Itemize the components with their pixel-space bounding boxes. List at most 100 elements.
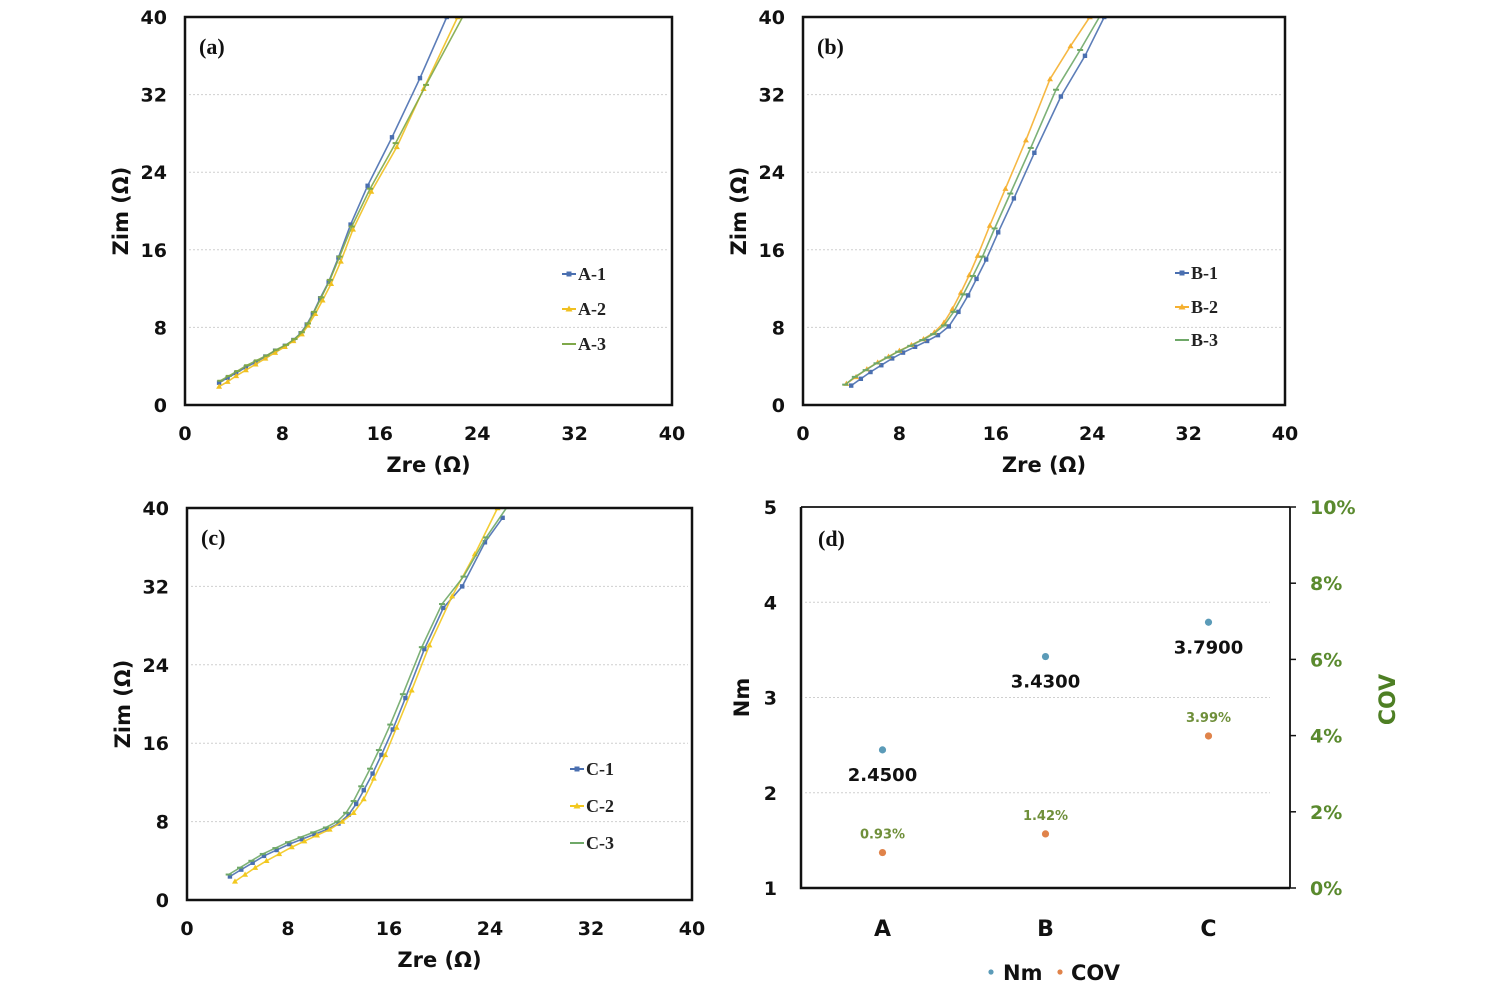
data-point	[1002, 185, 1009, 191]
data-point	[393, 724, 400, 730]
x-category-label: A	[874, 917, 891, 942]
y-tick-label: 8	[154, 317, 167, 339]
data-point	[858, 376, 864, 382]
y-right-tick-label: 8%	[1310, 573, 1342, 595]
left-bottom-axis	[799, 507, 1290, 890]
y-tick-label: 24	[141, 162, 167, 184]
data-point	[946, 324, 952, 329]
legend-label: C-3	[586, 833, 614, 853]
legend-marker-cov	[1057, 969, 1063, 975]
nm-data-label: 2.4500	[848, 765, 917, 786]
x-axis-title: Zre (Ω)	[386, 453, 470, 477]
data-point	[274, 847, 279, 853]
data-point	[263, 857, 270, 863]
series-group	[216, 17, 466, 389]
data-point	[1082, 53, 1088, 58]
cov-data-label: 0.93%	[860, 828, 905, 843]
panel-b-nyquist-chart: 0 8 16 24 32 40 0 8 16 24 32 40 Zre (Ω) Zim (Ω) (b) B-1…	[727, 7, 1298, 477]
data-point	[370, 775, 377, 781]
series-line-b-3	[844, 17, 1101, 386]
nm-data-point	[1204, 618, 1213, 626]
panel-a-nyquist-chart: 0 8 16 24 32 40 0 8 16 24 32 40 Zre (Ω) Zim (Ω) (a) A-1…	[109, 7, 685, 477]
legend-marker-nm	[988, 969, 994, 975]
legend-marker	[1179, 270, 1185, 276]
data-point	[449, 593, 456, 599]
x-category-label: B	[1037, 917, 1054, 942]
cov-data-label: 3.99%	[1186, 711, 1231, 726]
y-tick-label: 24	[143, 655, 169, 677]
data-point	[252, 864, 259, 870]
y-axis-title: Zim (Ω)	[111, 660, 135, 749]
series-line-a-2	[218, 17, 459, 388]
data-point	[417, 75, 423, 81]
nm-data-label: 3.7900	[1174, 637, 1243, 658]
nm-data-point	[1041, 652, 1050, 661]
data-point	[242, 871, 249, 877]
panel-c-nyquist-chart: 0 8 16 24 32 40 0 8 16 24 32 40 Zre (Ω) Zim (Ω) (c) C-1…	[111, 498, 705, 972]
data-point	[353, 801, 359, 807]
x-tick-label: 40	[659, 423, 685, 445]
legend-label: B-1	[1191, 263, 1218, 283]
y-tick-label: 2	[764, 783, 777, 805]
data-point	[365, 183, 370, 188]
data-point	[231, 878, 238, 884]
x-tick-label: 40	[1272, 423, 1298, 445]
data-point	[276, 850, 283, 857]
panel-label: (d)	[818, 526, 845, 551]
y-tick-label: 16	[143, 733, 169, 755]
y-right-axis-title: COV	[1376, 674, 1401, 725]
series-group	[225, 508, 510, 884]
y-tick-label: 0	[772, 395, 785, 417]
data-point	[1067, 43, 1074, 49]
x-tick-label: 32	[578, 918, 604, 940]
data-point	[328, 280, 335, 286]
data-point	[216, 380, 222, 385]
data-point	[250, 860, 255, 865]
legend-marker	[1178, 303, 1186, 310]
y-axis-title: Zim (Ω)	[109, 167, 133, 256]
data-point	[426, 642, 433, 648]
data-point	[422, 646, 427, 652]
plot-frame	[801, 15, 1287, 407]
data-point	[1058, 94, 1064, 99]
x-tick-label: 8	[276, 423, 289, 445]
cov-data-point	[1204, 732, 1213, 740]
cov-data-point	[878, 848, 887, 857]
panel-label: (a)	[199, 34, 225, 59]
x-tick-label: 16	[376, 918, 402, 940]
legend-label: Nm	[1003, 961, 1042, 985]
x-tick-label: 0	[178, 423, 191, 445]
data-point	[935, 332, 941, 338]
data-point	[460, 584, 465, 589]
data-point	[986, 222, 993, 228]
data-point	[288, 844, 295, 850]
y-tick-label: 32	[759, 85, 785, 107]
data-point	[931, 329, 938, 335]
data-point	[348, 222, 353, 227]
data-point	[239, 867, 244, 872]
data-point	[242, 367, 249, 373]
data-point	[299, 837, 305, 842]
data-point	[957, 289, 964, 295]
data-point	[983, 257, 989, 262]
x-tick-label: 24	[464, 423, 490, 445]
data-point	[965, 293, 971, 298]
legend-label: C-1	[586, 759, 614, 779]
data-point	[390, 727, 395, 732]
legend-label: B-3	[1191, 330, 1218, 350]
data-point	[956, 309, 961, 315]
y-right-tick-label: 4%	[1310, 726, 1342, 748]
plot-frame	[183, 15, 674, 407]
y-axis-title: Nm	[730, 678, 754, 717]
legend-marker	[566, 271, 572, 277]
x-tick-label: 24	[1079, 423, 1105, 445]
data-point	[441, 605, 446, 611]
y-tick-label: 0	[156, 890, 169, 912]
data-point	[312, 310, 319, 317]
data-point	[879, 363, 884, 368]
x-tick-label: 0	[180, 918, 193, 940]
data-point	[216, 383, 223, 389]
y-right-tick-label: 2%	[1310, 802, 1342, 824]
y-right-tick-label: 6%	[1310, 649, 1342, 671]
